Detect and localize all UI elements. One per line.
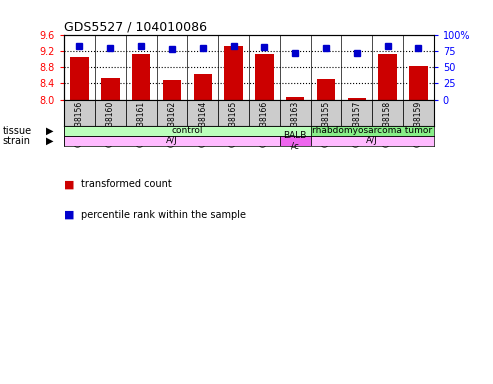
Bar — [311, 99, 341, 126]
Text: BALB
/c: BALB /c — [283, 131, 307, 151]
Bar — [249, 99, 280, 126]
Text: GSM738163: GSM738163 — [291, 101, 300, 147]
Bar — [64, 136, 280, 146]
Text: GSM738158: GSM738158 — [383, 101, 392, 147]
Bar — [157, 99, 187, 126]
Bar — [224, 46, 243, 99]
Bar — [218, 99, 249, 126]
Text: GSM738161: GSM738161 — [137, 101, 145, 147]
Bar — [348, 98, 366, 99]
Bar — [187, 99, 218, 126]
Bar — [255, 54, 274, 99]
Bar — [286, 97, 305, 99]
Text: strain: strain — [2, 136, 31, 146]
Text: GSM738162: GSM738162 — [168, 101, 176, 147]
Text: A/J: A/J — [166, 136, 178, 145]
Text: ■: ■ — [64, 210, 74, 220]
Bar — [311, 136, 434, 146]
Text: GDS5527 / 104010086: GDS5527 / 104010086 — [64, 20, 207, 33]
Text: GSM738165: GSM738165 — [229, 101, 238, 147]
Text: control: control — [172, 126, 203, 135]
Text: A/J: A/J — [366, 136, 378, 145]
Text: GSM738157: GSM738157 — [352, 101, 361, 147]
Text: ▶: ▶ — [45, 126, 53, 136]
Text: GSM738160: GSM738160 — [106, 101, 115, 147]
Bar — [95, 99, 126, 126]
Bar — [163, 80, 181, 99]
Bar — [372, 99, 403, 126]
Text: GSM738156: GSM738156 — [75, 101, 84, 147]
Bar — [378, 54, 397, 99]
Bar — [126, 99, 157, 126]
Text: GSM738155: GSM738155 — [321, 101, 330, 147]
Text: tissue: tissue — [2, 126, 32, 136]
Bar — [317, 79, 335, 99]
Text: transformed count: transformed count — [81, 179, 172, 189]
Text: ■: ■ — [64, 179, 74, 189]
Bar — [64, 99, 95, 126]
Bar — [193, 74, 212, 99]
Text: GSM738164: GSM738164 — [198, 101, 207, 147]
Bar — [341, 99, 372, 126]
Text: percentile rank within the sample: percentile rank within the sample — [81, 210, 246, 220]
Bar — [132, 54, 150, 99]
Text: GSM738159: GSM738159 — [414, 101, 423, 147]
Text: GSM738166: GSM738166 — [260, 101, 269, 147]
Bar — [101, 78, 120, 99]
Bar — [280, 136, 311, 146]
Bar — [64, 126, 311, 136]
Bar — [70, 57, 89, 99]
Text: rhabdomyosarcoma tumor: rhabdomyosarcoma tumor — [312, 126, 432, 135]
Bar — [403, 99, 434, 126]
Text: ▶: ▶ — [45, 136, 53, 146]
Bar — [311, 126, 434, 136]
Bar — [280, 99, 311, 126]
Bar — [409, 66, 427, 99]
